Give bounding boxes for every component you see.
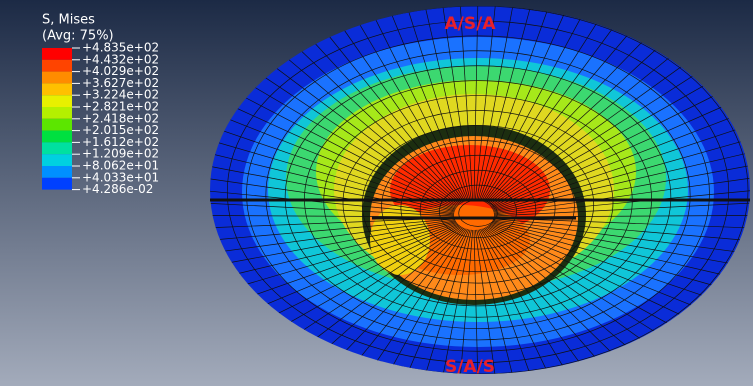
legend-swatch — [42, 142, 72, 154]
bottom-label: S/A/S — [445, 357, 495, 377]
legend-swatch — [42, 72, 72, 84]
legend-swatch — [42, 95, 72, 107]
legend-swatch — [42, 60, 72, 72]
legend-swatch — [42, 83, 72, 95]
legend-swatch — [42, 178, 72, 190]
legend-swatch — [42, 166, 72, 178]
legend-swatch — [42, 107, 72, 119]
legend: S, Mises (Avg: 75%) +4.835e+02+4.432e+02… — [42, 13, 159, 197]
legend-title: S, Mises — [42, 13, 95, 28]
top-label: A/S/A — [445, 14, 497, 34]
legend-label: +4.286e-02 — [82, 182, 153, 196]
legend-swatch — [42, 154, 72, 166]
viewport: A/S/A S/A/S S, Mises (Avg: 75%) +4.835e+… — [0, 0, 753, 386]
legend-swatch — [42, 119, 72, 131]
legend-swatch — [42, 48, 72, 60]
legend-swatch — [42, 131, 72, 143]
